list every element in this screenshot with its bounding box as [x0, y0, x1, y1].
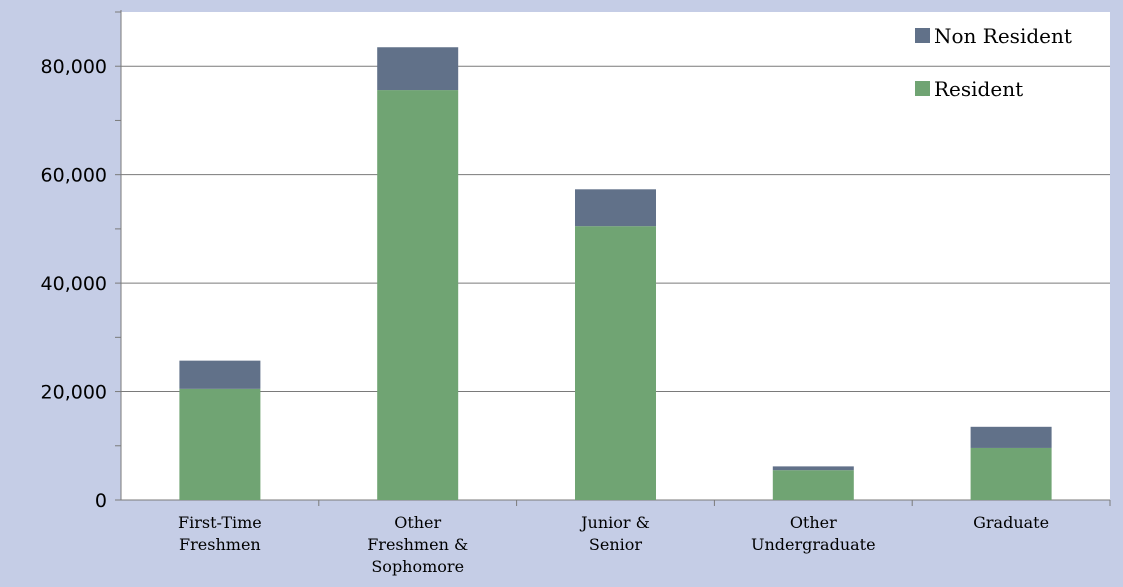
legend: Non Resident Resident	[915, 24, 1072, 101]
bar-resident	[377, 90, 459, 500]
legend-swatch	[915, 81, 930, 96]
bars	[179, 47, 1052, 500]
y-tick-label: 0	[95, 490, 107, 512]
bar-resident	[970, 447, 1052, 500]
bar-non-resident	[377, 47, 459, 91]
bar-non-resident	[970, 426, 1052, 448]
bar-resident	[179, 388, 261, 500]
y-axis-ticks: 0 20,000 40,000 60,000 80,000	[41, 11, 121, 512]
x-tick-label: First-Time Freshmen	[178, 513, 262, 554]
legend-label: Non Resident	[934, 24, 1072, 48]
bar-non-resident	[179, 360, 261, 389]
x-tick-label: Other Undergraduate	[751, 513, 876, 554]
x-tick-label: Graduate	[973, 513, 1049, 532]
x-tick-label: Junior & Senior	[579, 513, 650, 554]
legend-swatch	[915, 28, 930, 43]
y-tick-label: 40,000	[41, 273, 107, 295]
y-tick-label: 60,000	[41, 165, 107, 187]
y-tick-label: 80,000	[41, 56, 107, 78]
bar-resident	[575, 226, 656, 500]
x-tick-label: Other Freshmen & Sophomore	[367, 513, 468, 576]
bar-non-resident	[575, 189, 656, 227]
bar-resident	[772, 470, 854, 500]
y-tick-label: 20,000	[41, 382, 107, 404]
bar-non-resident	[772, 466, 854, 471]
legend-label: Resident	[934, 77, 1023, 101]
x-axis-labels: First-Time Freshmen Other Freshmen & Sophomo…	[178, 500, 1111, 576]
